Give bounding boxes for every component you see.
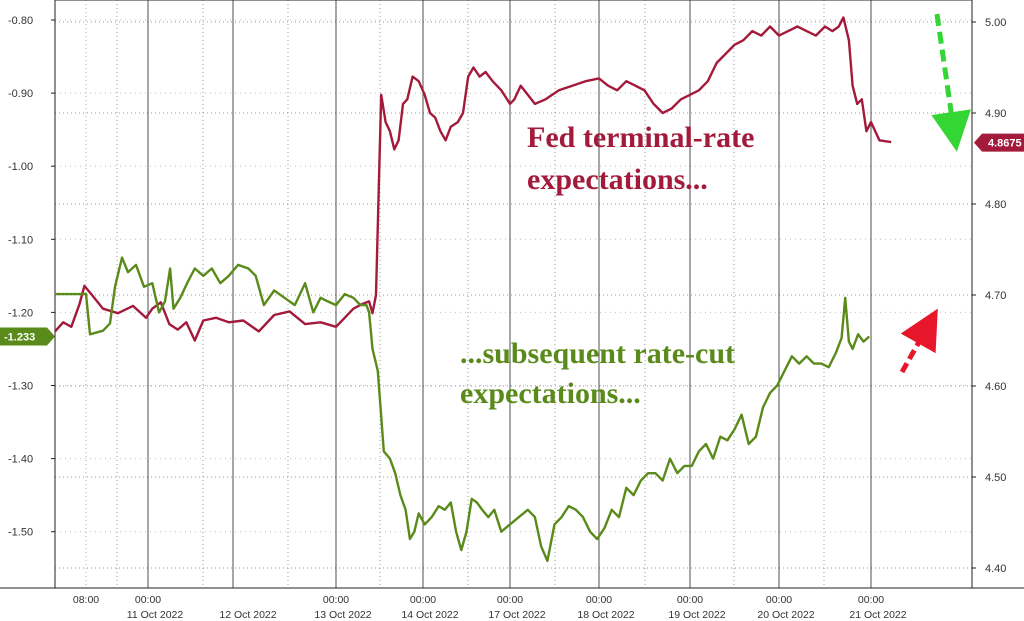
annotation-fed-line-2: expectations... — [527, 163, 708, 196]
left-tick-label: -1.20 — [8, 307, 33, 319]
x-tick-time: 00:00 — [858, 594, 884, 606]
right-value-label: 4.8675 — [988, 138, 1022, 150]
left-tick-label: -0.80 — [8, 15, 33, 27]
x-tick-date: 21 Oct 2022 — [849, 609, 906, 621]
right-tick-label: 4.50 — [985, 472, 1006, 484]
horizontal-gridlines — [55, 19, 972, 569]
left-tick-label: -1.10 — [8, 234, 33, 246]
annotation-cut-line-1: ...subsequent rate-cut — [460, 337, 735, 370]
annotation-fed-terminal-rate: Fed terminal-rate expectations... — [527, 121, 754, 196]
x-tick-date: 11 Oct 2022 — [127, 609, 184, 621]
x-tick-date: 12 Oct 2022 — [219, 609, 276, 621]
up-arrow — [899, 308, 938, 374]
x-tick-time: 08:00 — [73, 594, 99, 606]
right-tick-label: 5.00 — [985, 17, 1006, 29]
x-tick-time: 00:00 — [766, 594, 792, 606]
series-line-fed-terminal-rate — [54, 16, 892, 342]
left-tick-label: -1.40 — [8, 454, 33, 466]
x-tick-time: 00:00 — [323, 594, 349, 606]
annotation-cut-line-2: expectations... — [460, 377, 641, 410]
annotation-rate-cut: ...subsequent rate-cut expectations... — [460, 337, 735, 410]
right-tick-label: 4.90 — [985, 108, 1006, 120]
x-tick-time: 00:00 — [135, 594, 161, 606]
left-tick-label: -1.50 — [8, 527, 33, 539]
vertical-gridlines — [85, 0, 872, 588]
left-value-label: -1.233 — [4, 332, 35, 344]
x-tick-time: 00:00 — [586, 594, 612, 606]
annotation-fed-line-1: Fed terminal-rate — [527, 121, 754, 154]
right-value-badge: 4.8675 — [974, 133, 1024, 152]
right-tick-label: 4.80 — [985, 199, 1006, 211]
left-tick-label: -1.30 — [8, 381, 33, 393]
right-tick-label: 4.70 — [985, 290, 1006, 302]
right-tick-label: 4.60 — [985, 381, 1006, 393]
series-layer — [54, 16, 892, 563]
x-tick-time: 00:00 — [410, 594, 436, 606]
x-tick-date: 14 Oct 2022 — [401, 609, 458, 621]
x-tick-date: 18 Oct 2022 — [577, 609, 634, 621]
right-axis: 5.00 4.90 4.80 4.70 4.60 4.50 4.40 — [972, 17, 1006, 575]
left-value-badge: -1.233 — [0, 327, 55, 346]
left-tick-label: -1.00 — [8, 161, 33, 173]
x-axis: 08:00 00:00 11 Oct 2022 12 Oct 2022 00:00 13 … — [0, 587, 1024, 621]
left-tick-label: -0.90 — [8, 88, 33, 100]
left-axis: -0.80 -0.90 -1.00 -1.10 -1.20 -1.30 -1.40 -1.50 — [8, 15, 55, 539]
down-arrow — [931, 13, 971, 152]
plot-frame — [54, 0, 973, 589]
x-tick-date: 20 Oct 2022 — [757, 609, 814, 621]
series-line-rate-cut — [55, 256, 871, 563]
x-tick-date: 19 Oct 2022 — [668, 609, 725, 621]
x-tick-time: 00:00 — [677, 594, 703, 606]
x-tick-date: 13 Oct 2022 — [314, 609, 371, 621]
x-tick-date: 17 Oct 2022 — [488, 609, 545, 621]
right-tick-label: 4.40 — [985, 563, 1006, 575]
x-tick-time: 00:00 — [497, 594, 523, 606]
